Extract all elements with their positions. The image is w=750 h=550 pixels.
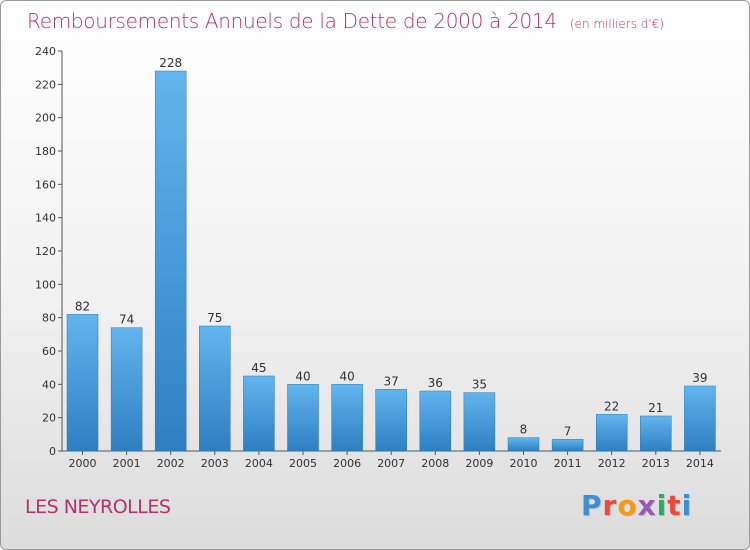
logo-letter: o xyxy=(617,489,638,522)
y-tick-label: 100 xyxy=(35,278,56,291)
x-tick-label-2010: 2010 xyxy=(510,457,538,470)
bar-value-label-2004: 45 xyxy=(251,361,266,375)
x-tick-label-2004: 2004 xyxy=(245,457,273,470)
x-tick-label-2001: 2001 xyxy=(113,457,141,470)
logo-letter: x xyxy=(637,489,657,522)
bar-value-label-2010: 8 xyxy=(520,423,528,437)
bar-2006 xyxy=(331,384,363,452)
x-tick-label-2013: 2013 xyxy=(642,457,670,470)
x-tick-label-2005: 2005 xyxy=(289,457,317,470)
chart-title-unit: (en milliers d'€) xyxy=(569,17,664,31)
logo-letter: t xyxy=(667,489,682,522)
bar-2012 xyxy=(595,414,628,452)
bar-value-label-2008: 36 xyxy=(428,376,443,390)
chart-title: Remboursements Annuels de la Dette de 20… xyxy=(27,9,664,33)
y-tick-label: 60 xyxy=(42,345,56,358)
bar-2002 xyxy=(154,70,187,452)
y-tick-label: 80 xyxy=(42,312,56,325)
bar-value-label-2001: 74 xyxy=(119,313,134,327)
bar-2001 xyxy=(110,327,143,452)
bar-value-label-2002: 228 xyxy=(159,56,182,70)
y-tick-label: 220 xyxy=(35,78,56,91)
bar-value-label-2009: 35 xyxy=(472,378,487,392)
y-tick-label: 240 xyxy=(35,45,56,58)
y-tick-label: 0 xyxy=(49,445,56,458)
y-tick-label: 20 xyxy=(42,412,56,425)
bar-2007 xyxy=(375,389,407,452)
logo-letter: r xyxy=(602,489,618,522)
bar-2009 xyxy=(463,392,496,452)
bar-2000 xyxy=(66,314,99,452)
bar-2013 xyxy=(640,415,672,452)
bar-2011 xyxy=(551,439,584,452)
bar-2004 xyxy=(243,375,275,452)
bar-value-label-2003: 75 xyxy=(207,311,222,325)
bar-2010 xyxy=(507,437,540,452)
y-tick-label: 180 xyxy=(35,145,56,158)
y-tick-label: 200 xyxy=(35,112,56,125)
bar-value-label-2012: 22 xyxy=(604,399,619,413)
x-tick-label-2007: 2007 xyxy=(377,457,405,470)
x-tick-label-2006: 2006 xyxy=(333,457,361,470)
bar-value-label-2005: 40 xyxy=(295,369,310,383)
x-tick-label-2012: 2012 xyxy=(598,457,626,470)
bar-value-label-2013: 21 xyxy=(648,401,663,415)
bar-value-label-2014: 39 xyxy=(692,371,707,385)
logo-letter: P xyxy=(581,489,603,522)
bar-value-label-2006: 40 xyxy=(339,369,354,383)
proxiti-logo: Proxiti xyxy=(581,489,692,522)
bar-2005 xyxy=(287,384,319,452)
y-tick-label: 120 xyxy=(35,245,56,258)
commune-name: LES NEYROLLES xyxy=(25,496,171,518)
x-tick-label-2002: 2002 xyxy=(157,457,185,470)
x-tick-label-2000: 2000 xyxy=(69,457,97,470)
logo-letter: i xyxy=(656,489,668,522)
y-tick-label: 160 xyxy=(35,178,56,191)
x-tick-label-2011: 2011 xyxy=(554,457,582,470)
y-tick-label: 40 xyxy=(42,378,56,391)
bar-2014 xyxy=(684,385,716,452)
bar-2003 xyxy=(199,325,231,452)
x-tick-label-2008: 2008 xyxy=(421,457,449,470)
chart-title-main: Remboursements Annuels de la Dette de 20… xyxy=(27,9,557,33)
x-tick-label-2003: 2003 xyxy=(201,457,229,470)
bar-2008 xyxy=(419,390,452,452)
y-tick-label: 140 xyxy=(35,212,56,225)
x-tick-label-2014: 2014 xyxy=(686,457,714,470)
bar-value-label-2000: 82 xyxy=(75,299,90,313)
bar-value-label-2007: 37 xyxy=(384,374,399,388)
bar-value-label-2011: 7 xyxy=(564,424,572,438)
x-tick-label-2009: 2009 xyxy=(465,457,493,470)
logo-letter: i xyxy=(681,489,693,522)
